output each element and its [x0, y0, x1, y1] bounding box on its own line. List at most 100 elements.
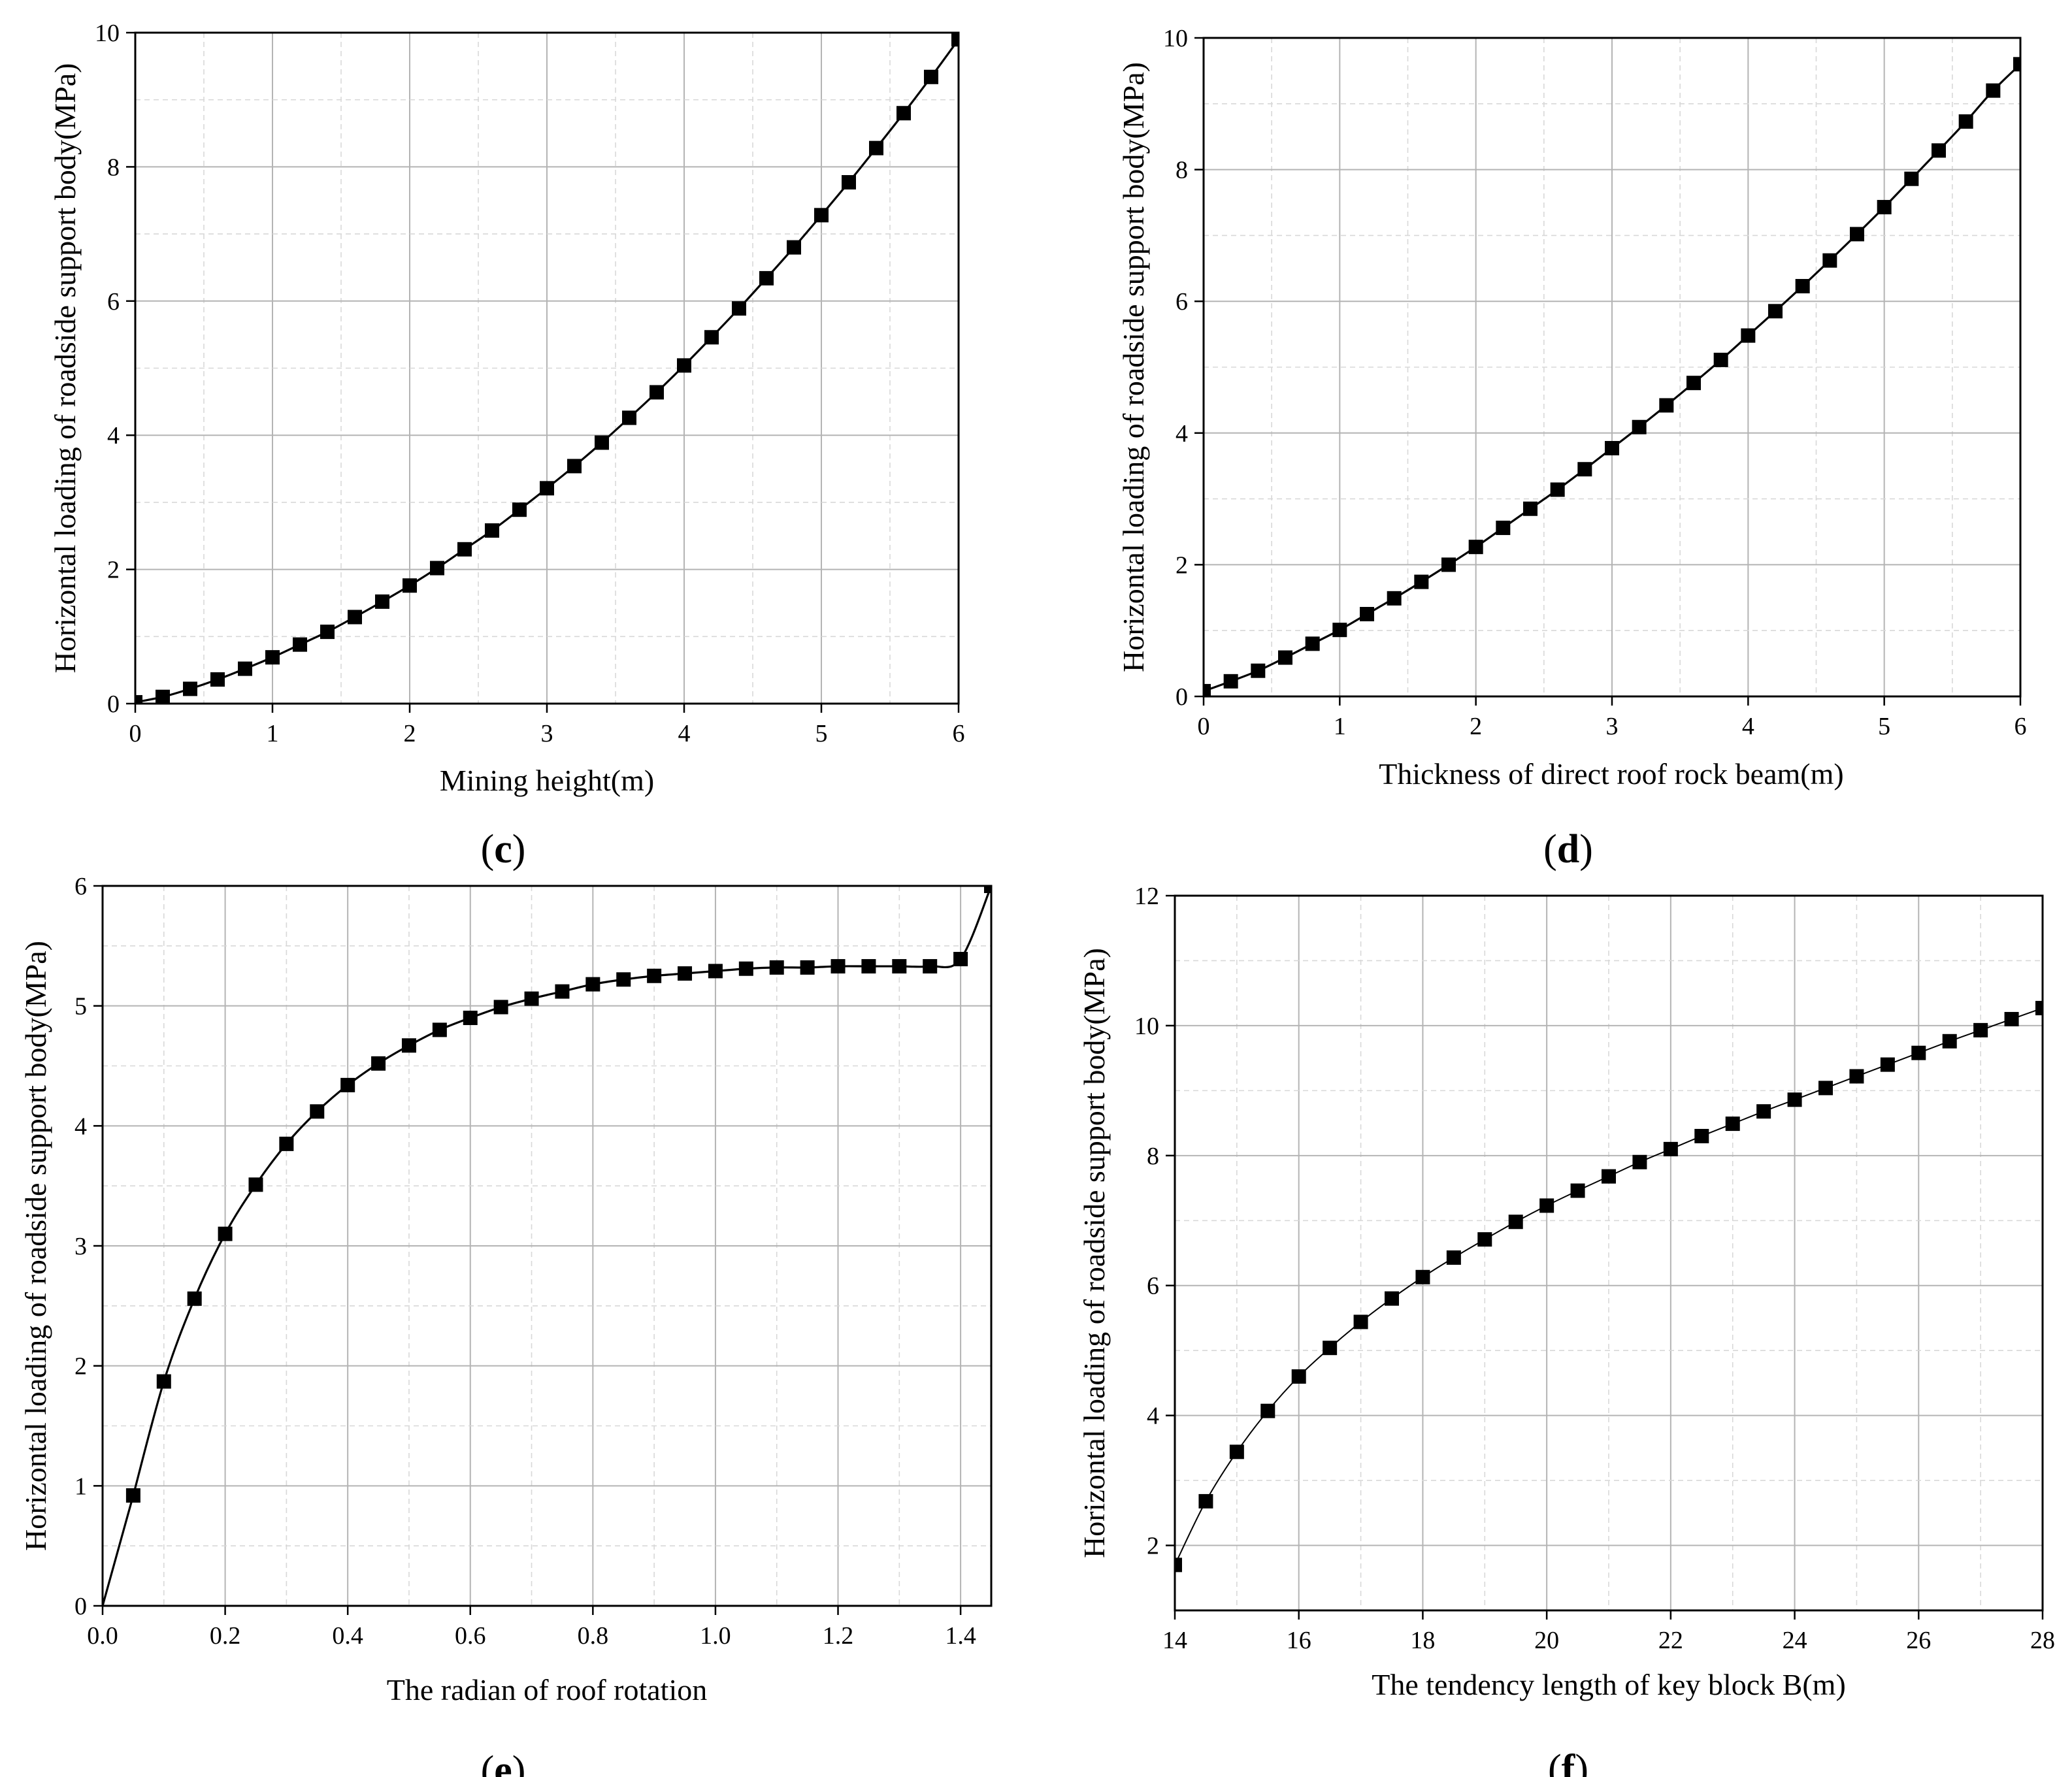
data-point — [1539, 1198, 1554, 1213]
data-point — [1570, 1183, 1585, 1198]
y-tick-label: 6 — [1176, 288, 1188, 316]
y-tick-label: 6 — [1147, 1273, 1159, 1300]
data-point — [595, 435, 609, 450]
data-point — [320, 625, 335, 640]
data-point — [1880, 1057, 1895, 1072]
data-point — [1663, 1141, 1678, 1156]
data-point — [555, 984, 570, 999]
y-tick-label: 0 — [107, 691, 120, 718]
data-point — [738, 961, 753, 976]
y-tick-label: 2 — [1176, 551, 1188, 579]
x-tick-label: 28 — [2030, 1627, 2055, 1654]
panel-label: (f) — [1548, 1747, 1588, 1777]
x-tick-label: 20 — [1534, 1627, 1559, 1654]
data-point — [1353, 1314, 1368, 1329]
data-point — [896, 106, 911, 121]
data-point — [375, 594, 389, 609]
data-point — [248, 1177, 263, 1192]
data-point — [156, 1374, 171, 1389]
y-tick-label: 2 — [107, 557, 120, 584]
data-point — [1508, 1215, 1523, 1230]
data-point — [1694, 1128, 1709, 1143]
data-point — [135, 694, 142, 704]
data-point — [156, 689, 170, 704]
x-tick-label: 0.4 — [332, 1622, 363, 1650]
data-point — [340, 1077, 355, 1092]
data-point — [1229, 1444, 1244, 1459]
series-line — [103, 886, 991, 1606]
data-point — [732, 301, 746, 316]
data-point — [279, 1136, 294, 1151]
data-point — [1223, 674, 1238, 689]
y-tick-label: 12 — [1134, 883, 1159, 910]
data-point — [1323, 1341, 1338, 1356]
data-point — [1468, 540, 1483, 555]
y-axis-label: Horizontal loading of roadside support b… — [48, 63, 82, 674]
x-tick-label: 0.6 — [455, 1622, 486, 1650]
data-point — [1942, 1034, 1957, 1049]
data-point — [1251, 663, 1266, 678]
data-point — [463, 1011, 478, 1026]
x-tick-label: 0.2 — [210, 1622, 241, 1650]
data-point — [1659, 398, 1674, 413]
y-tick-label: 8 — [107, 154, 120, 181]
x-tick-label: 22 — [1658, 1627, 1683, 1654]
x-tick-label: 0 — [129, 720, 142, 747]
data-point — [678, 966, 693, 981]
data-point — [1550, 482, 1565, 497]
data-point — [1768, 304, 1783, 319]
data-point — [1385, 1291, 1399, 1306]
x-tick-label: 6 — [2014, 713, 2027, 740]
y-tick-label: 4 — [74, 1113, 87, 1140]
data-point — [1477, 1232, 1492, 1247]
y-tick-label: 0 — [74, 1593, 87, 1620]
data-point — [892, 959, 907, 974]
data-point — [1818, 1081, 1833, 1096]
data-point — [125, 1488, 140, 1503]
data-point — [524, 991, 539, 1006]
data-point — [704, 330, 719, 345]
data-point — [647, 968, 662, 983]
y-tick-label: 4 — [1176, 420, 1188, 448]
data-point — [984, 886, 991, 893]
data-point — [708, 964, 723, 979]
data-point — [512, 502, 527, 517]
data-point — [953, 952, 968, 967]
x-tick-label: 1.0 — [700, 1622, 731, 1650]
data-point — [1904, 171, 1919, 186]
data-point — [1741, 328, 1756, 343]
x-tick-label: 3 — [541, 720, 553, 747]
data-point — [1602, 1169, 1616, 1184]
data-point — [218, 1226, 233, 1241]
data-point — [1849, 1069, 1864, 1084]
data-point — [1305, 636, 1320, 651]
data-point — [1523, 501, 1538, 516]
data-point — [1204, 683, 1211, 696]
data-point — [1360, 607, 1374, 621]
data-point — [1911, 1045, 1926, 1060]
data-point — [2035, 1001, 2043, 1016]
x-axis-label: The radian of roof rotation — [387, 1673, 707, 1706]
data-point — [1725, 1117, 1740, 1132]
y-tick-label: 2 — [1147, 1533, 1159, 1560]
y-tick-label: 0 — [1176, 683, 1188, 711]
x-axis-label: Mining height(m) — [440, 764, 654, 797]
y-tick-label: 4 — [107, 422, 120, 449]
y-tick-label: 10 — [1134, 1013, 1159, 1040]
x-tick-label: 0.0 — [87, 1622, 118, 1650]
data-point — [183, 681, 197, 696]
data-point — [430, 561, 444, 576]
y-tick-label: 2 — [74, 1353, 87, 1380]
data-point — [493, 1000, 508, 1015]
y-tick-label: 1 — [74, 1473, 87, 1500]
data-point — [1332, 623, 1347, 638]
data-point — [1787, 1092, 1802, 1107]
y-tick-label: 8 — [1176, 157, 1188, 184]
chart-panel-c: 0 1 2 3 4 5 6 0 2 4 6 8 10 Mining height(m) Horizontal… — [48, 20, 965, 872]
x-tick-label: 3 — [1606, 713, 1619, 740]
data-point — [348, 610, 362, 625]
data-point — [540, 481, 554, 496]
y-tick-label: 6 — [74, 873, 87, 900]
data-point — [1175, 1557, 1182, 1573]
